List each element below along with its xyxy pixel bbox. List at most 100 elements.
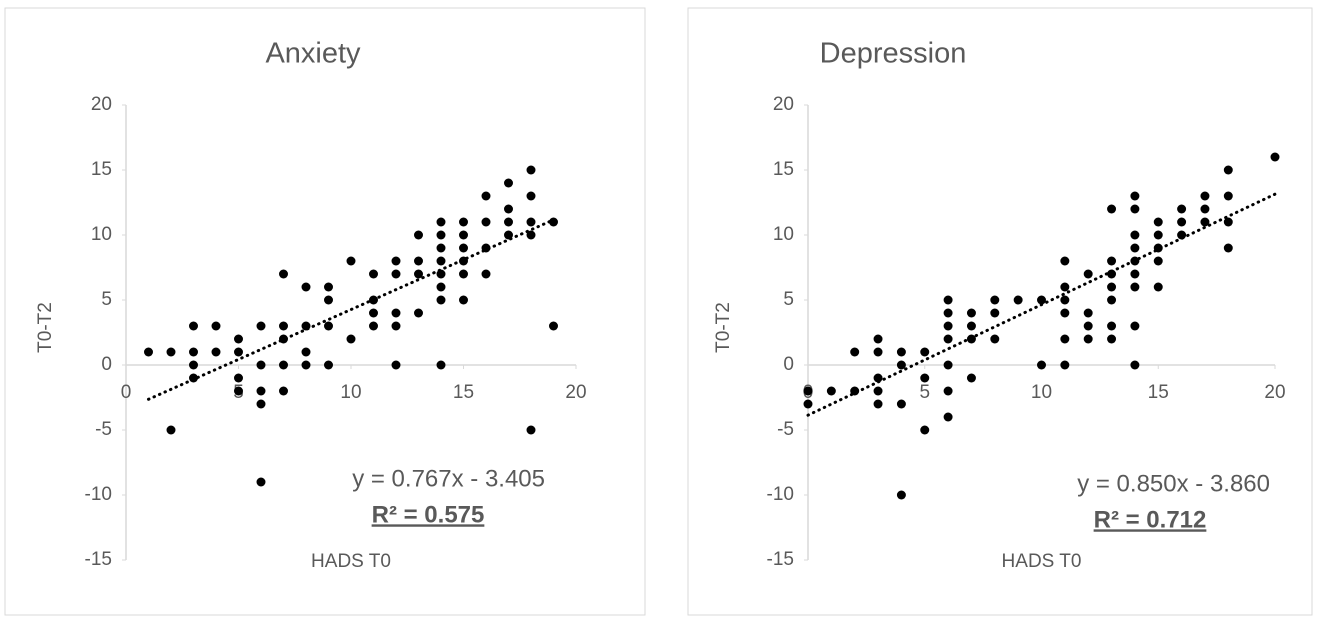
point: [234, 347, 243, 357]
point: [966, 321, 976, 331]
point: [279, 269, 288, 279]
point: [301, 321, 311, 331]
point: [414, 230, 423, 240]
y-tick-label: -5: [777, 419, 794, 440]
point: [1223, 191, 1233, 201]
point: [414, 269, 423, 279]
point: [391, 321, 401, 331]
trend-equation: y = 0.767x - 3.405: [352, 465, 545, 492]
point: [526, 217, 536, 227]
point: [324, 282, 333, 292]
point: [436, 230, 446, 240]
point: [414, 256, 423, 266]
point: [1083, 269, 1093, 279]
point: [234, 334, 243, 344]
point: [189, 347, 198, 357]
point: [256, 360, 266, 370]
point: [234, 386, 243, 396]
point: [990, 334, 1000, 344]
chart-title: Depression: [820, 38, 967, 70]
point: [459, 269, 468, 279]
point: [1130, 282, 1140, 292]
point: [481, 269, 491, 279]
point: [1177, 204, 1187, 214]
point: [459, 217, 468, 227]
point: [943, 308, 953, 318]
x-tick-label: 10: [1031, 382, 1052, 403]
point: [1083, 334, 1093, 344]
y-tick-label: -15: [767, 549, 794, 570]
point: [943, 334, 953, 344]
point: [1060, 308, 1070, 318]
x-tick-label: 10: [340, 382, 361, 403]
point: [1223, 243, 1233, 253]
point: [920, 425, 930, 435]
point: [1083, 308, 1093, 318]
point: [1060, 282, 1070, 292]
point: [504, 178, 513, 188]
point: [1107, 204, 1117, 214]
point: [436, 256, 446, 266]
point: [549, 321, 558, 331]
point: [873, 399, 883, 409]
point: [1037, 360, 1046, 370]
point: [990, 308, 1000, 318]
point: [256, 477, 266, 487]
x-tick-label: 5: [919, 382, 930, 403]
point: [1130, 204, 1140, 214]
point: [850, 347, 860, 357]
point: [1107, 269, 1117, 279]
point: [211, 347, 221, 357]
y-axis-label: T0-T2: [35, 302, 56, 353]
point: [803, 386, 813, 396]
point: [189, 360, 198, 370]
point: [391, 256, 401, 266]
point: [896, 399, 906, 409]
point: [189, 373, 198, 383]
point: [391, 269, 401, 279]
point: [526, 230, 536, 240]
x-axis-label: HADS T0: [1002, 551, 1082, 572]
point: [1153, 230, 1163, 240]
point: [920, 347, 930, 357]
point: [369, 321, 378, 331]
point: [1130, 321, 1140, 331]
point: [301, 282, 311, 292]
point: [234, 373, 243, 383]
point: [526, 165, 536, 175]
point: [943, 360, 953, 370]
point: [459, 243, 468, 253]
point: [436, 295, 446, 305]
x-tick-label: 20: [565, 382, 586, 403]
y-tick-label: 15: [773, 159, 794, 180]
point: [211, 321, 221, 331]
point: [1060, 295, 1070, 305]
point: [166, 347, 176, 357]
point: [481, 243, 491, 253]
point: [144, 347, 153, 357]
y-tick-label: -10: [85, 484, 112, 505]
trendline: [147, 218, 555, 401]
point: [896, 490, 906, 500]
point: [1107, 256, 1117, 266]
y-tick-label: 0: [783, 354, 794, 375]
trend-equation: y = 0.850x - 3.860: [1077, 470, 1270, 497]
point: [873, 347, 883, 357]
point: [1153, 217, 1163, 227]
point: [1130, 256, 1140, 266]
point: [1223, 165, 1233, 175]
point: [1013, 295, 1023, 305]
point: [526, 425, 536, 435]
point: [966, 308, 976, 318]
point: [391, 360, 401, 370]
y-tick-label: 10: [91, 224, 112, 245]
point: [1153, 256, 1163, 266]
point: [1060, 360, 1070, 370]
point: [1037, 295, 1046, 305]
point: [166, 425, 176, 435]
point: [256, 386, 266, 396]
point: [369, 295, 378, 305]
point: [896, 347, 906, 357]
point: [850, 386, 860, 396]
y-tick-label: 5: [783, 289, 794, 310]
